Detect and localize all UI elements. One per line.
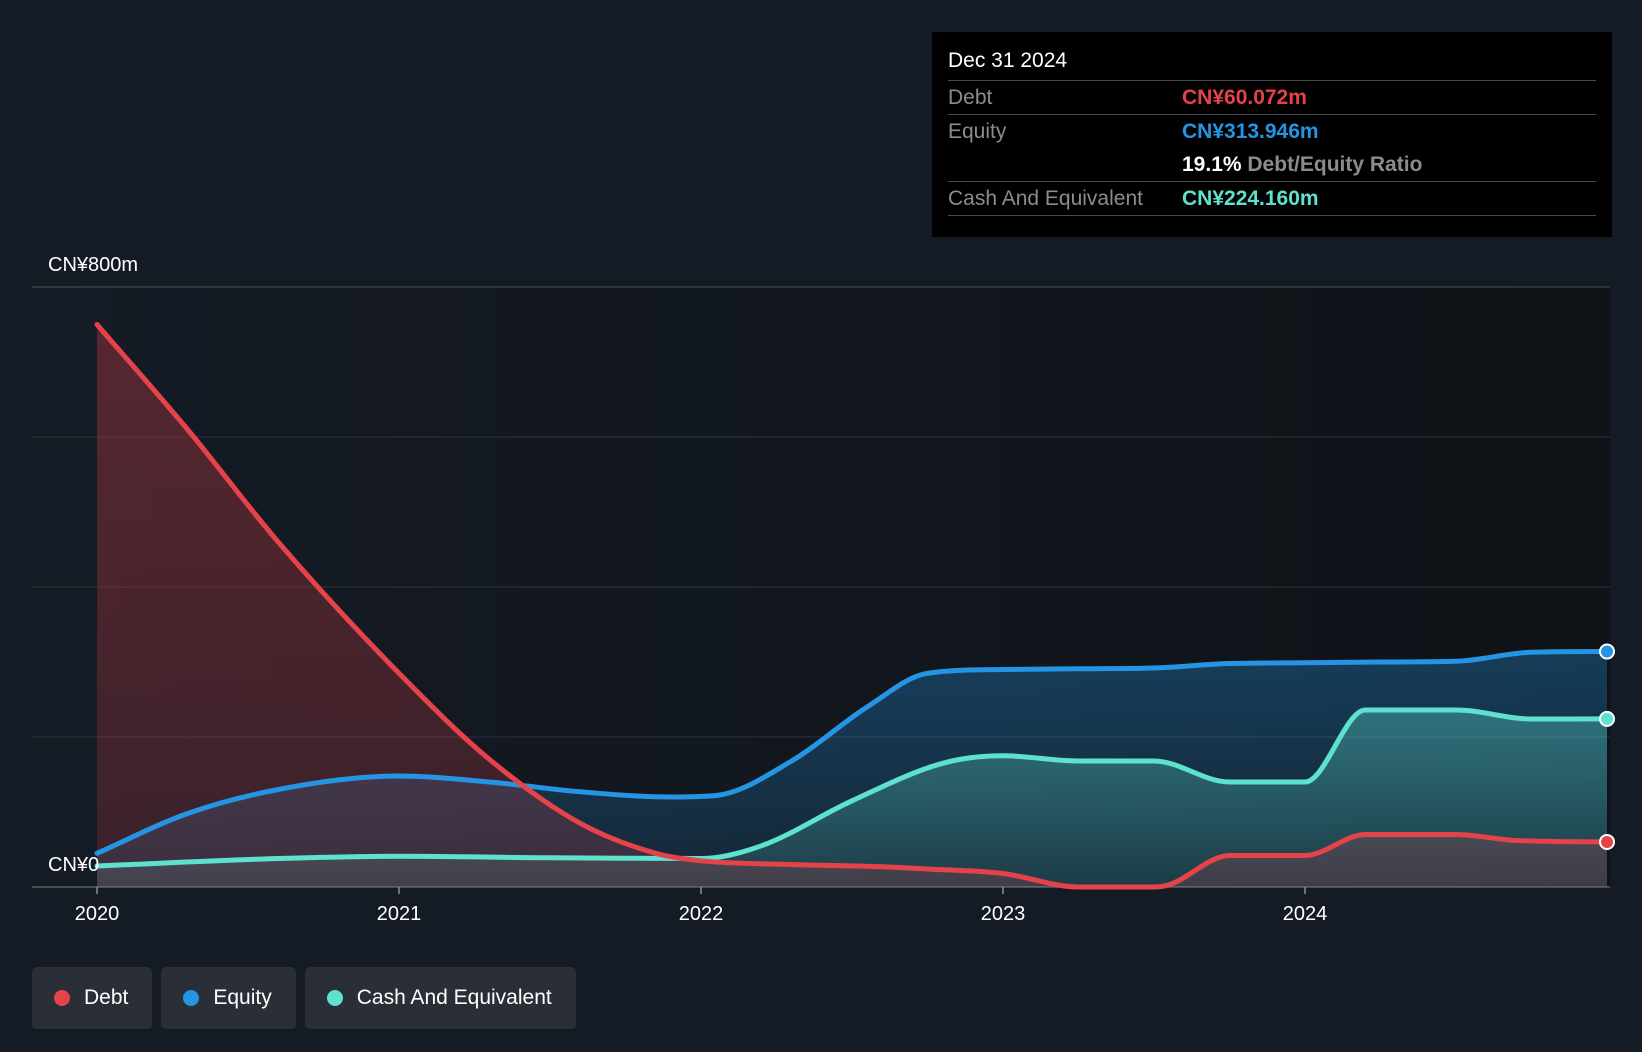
legend-item-debt[interactable]: Debt bbox=[32, 967, 153, 1029]
tooltip-ratio-value: 19.1% bbox=[1182, 153, 1242, 176]
cash-line bbox=[94, 707, 1610, 869]
tooltip-cash-row: Cash And Equivalent CN¥224.160m bbox=[948, 181, 1596, 216]
tooltip-ratio-row: 19.1% Debt/Equity Ratio bbox=[948, 148, 1596, 181]
y-axis-label-bottom: CN¥0 bbox=[48, 854, 99, 876]
tooltip-debt-label: Debt bbox=[948, 86, 993, 109]
tooltip-ratio-label: Debt/Equity Ratio bbox=[1247, 153, 1423, 176]
tooltip-cash-label: Cash And Equivalent bbox=[948, 187, 1143, 210]
x-tick-label: 2024 bbox=[1283, 903, 1328, 925]
legend-item-equity[interactable]: Equity bbox=[161, 967, 296, 1029]
debt-line bbox=[94, 322, 1610, 890]
debt-area bbox=[97, 324, 1607, 887]
cash-dot-icon bbox=[326, 990, 343, 1006]
legend-label-debt: Debt bbox=[84, 986, 129, 1009]
hover-tooltip: Dec 31 2024 Debt CN¥60.072m Equity CN¥31… bbox=[932, 32, 1612, 237]
equity-line bbox=[94, 649, 1610, 856]
debt-dot-icon bbox=[54, 990, 70, 1006]
x-tick-label: 2023 bbox=[981, 903, 1026, 925]
cash-end-marker bbox=[1599, 710, 1615, 727]
x-tick-label: 2022 bbox=[679, 903, 724, 925]
tooltip-ratio: 19.1% Debt/Equity Ratio bbox=[1182, 148, 1422, 181]
equity-dot-icon bbox=[183, 990, 200, 1006]
tooltip-equity-value: CN¥313.946m bbox=[1182, 120, 1319, 143]
equity-end-marker bbox=[1599, 643, 1615, 660]
tooltip-cash-value: CN¥224.160m bbox=[1182, 187, 1319, 210]
x-tick-label: 2021 bbox=[377, 903, 422, 925]
debt-end-marker bbox=[1599, 833, 1615, 850]
tooltip-equity-row: Equity CN¥313.946m bbox=[948, 114, 1596, 148]
y-axis-label-top: CN¥800m bbox=[48, 254, 138, 276]
tooltip-debt-row: Debt CN¥60.072m bbox=[948, 80, 1596, 114]
legend-label-equity: Equity bbox=[213, 986, 272, 1009]
tooltip-debt-value: CN¥60.072m bbox=[1182, 86, 1307, 109]
legend-label-cash: Cash And Equivalent bbox=[356, 986, 552, 1009]
tooltip-equity-label: Equity bbox=[948, 120, 1007, 143]
chart-legend: Debt Equity Cash And Equivalent bbox=[32, 967, 576, 1029]
legend-item-cash[interactable]: Cash And Equivalent bbox=[304, 967, 576, 1029]
x-tick-label: 2020 bbox=[75, 903, 120, 925]
cash-area bbox=[97, 710, 1607, 887]
tooltip-date: Dec 31 2024 bbox=[948, 49, 1068, 72]
